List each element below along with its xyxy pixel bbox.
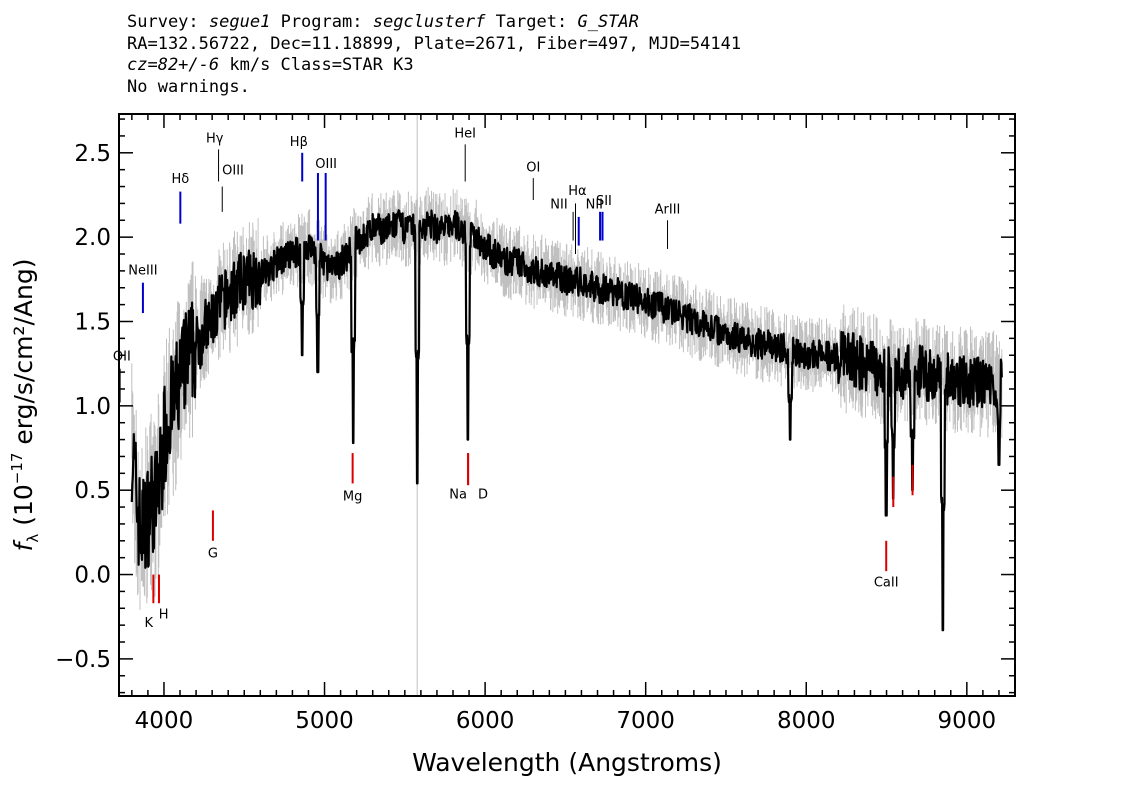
y-tick-label: −0.5 <box>55 647 111 673</box>
line-label-d: D <box>478 488 488 503</box>
spectral-line-markers <box>119 144 914 604</box>
line-label-neiii: NeIII <box>128 263 157 278</box>
line-label-na: Na <box>449 488 467 503</box>
program-value: segclusterf <box>372 12 486 32</box>
line-label-oii: OII <box>113 349 131 364</box>
x-tick-label: 8000 <box>777 708 836 734</box>
error-series <box>131 187 1003 610</box>
line-label-h: Hα <box>568 184 586 199</box>
line-label-sii: SII <box>596 194 612 209</box>
plot-area <box>119 114 1003 696</box>
spectrum-header: Survey: segue1 Program: segclusterf Targ… <box>127 12 741 98</box>
x-axis-title: Wavelength (Angstroms) <box>412 748 722 777</box>
header-line-4: No warnings. <box>127 76 250 97</box>
line-label-caii: CaII <box>874 575 899 590</box>
y-tick-label: 2.5 <box>74 141 111 167</box>
survey-value: segue1 <box>208 12 271 32</box>
y-axis: −0.5 0.0 0.5 1.0 1.5 2.0 2.5 <box>55 118 1015 694</box>
line-label-hei: HeI <box>454 127 476 142</box>
header-line-1: Survey: segue1 Program: segclusterf Targ… <box>127 12 741 34</box>
line-label-g: G <box>208 547 218 562</box>
plot-frame <box>118 113 1016 697</box>
x-axis: 4000 5000 6000 7000 8000 9000 <box>131 114 1016 734</box>
x-tick-label: 6000 <box>456 708 515 734</box>
flux-series <box>130 209 1003 632</box>
y-tick-label: 1.0 <box>74 394 111 420</box>
line-label-nii: NII <box>586 197 603 212</box>
line-label-h: Hγ <box>206 132 224 147</box>
line-label-nii: NII <box>550 197 567 212</box>
survey-label: Survey: <box>127 12 199 32</box>
x-tick-label: 4000 <box>135 708 194 734</box>
header-line-2: RA=132.56722, Dec=11.18899, Plate=2671, … <box>127 33 742 54</box>
y-tick-label: 0.5 <box>74 478 111 504</box>
y-tick-label: 2.0 <box>74 225 111 251</box>
x-tick-label: 9000 <box>938 708 997 734</box>
line-label-oiii: OIII <box>315 157 337 172</box>
line-label-mg: Mg <box>343 489 362 504</box>
line-label-h: Hβ <box>290 135 308 150</box>
x-tick-label: 7000 <box>616 708 675 734</box>
y-tick-label: 1.5 <box>74 309 111 335</box>
class-info: km/s Class=STAR K3 <box>219 55 414 75</box>
line-label-h: H <box>159 607 169 622</box>
header-line-3: cz=82+/-6 km/s Class=STAR K3 <box>127 55 741 77</box>
redshift-value: cz=82+/-6 <box>127 55 220 75</box>
program-label: Program: <box>280 12 363 32</box>
x-tick-label: 5000 <box>295 708 354 734</box>
y-tick-label: 0.0 <box>74 563 111 589</box>
y-axis-title: fλ (10−17 erg/s/cm²/Ang) <box>8 259 42 552</box>
spectral-line-labels: NeIIIOIIHδHγOIIIHβOIIIHeIOINIIHαNIISIIAr… <box>113 127 899 631</box>
line-label-oi: OI <box>526 160 540 175</box>
line-label-ariii: ArIII <box>655 203 681 218</box>
target-value: G_STAR <box>577 12 639 32</box>
line-label-h: Hδ <box>171 172 189 187</box>
target-label: Target: <box>495 12 568 32</box>
line-label-k: K <box>144 616 153 631</box>
y-axis-units: erg/s/cm²/Ang) <box>9 259 38 445</box>
line-label-oiii: OIII <box>222 164 244 179</box>
